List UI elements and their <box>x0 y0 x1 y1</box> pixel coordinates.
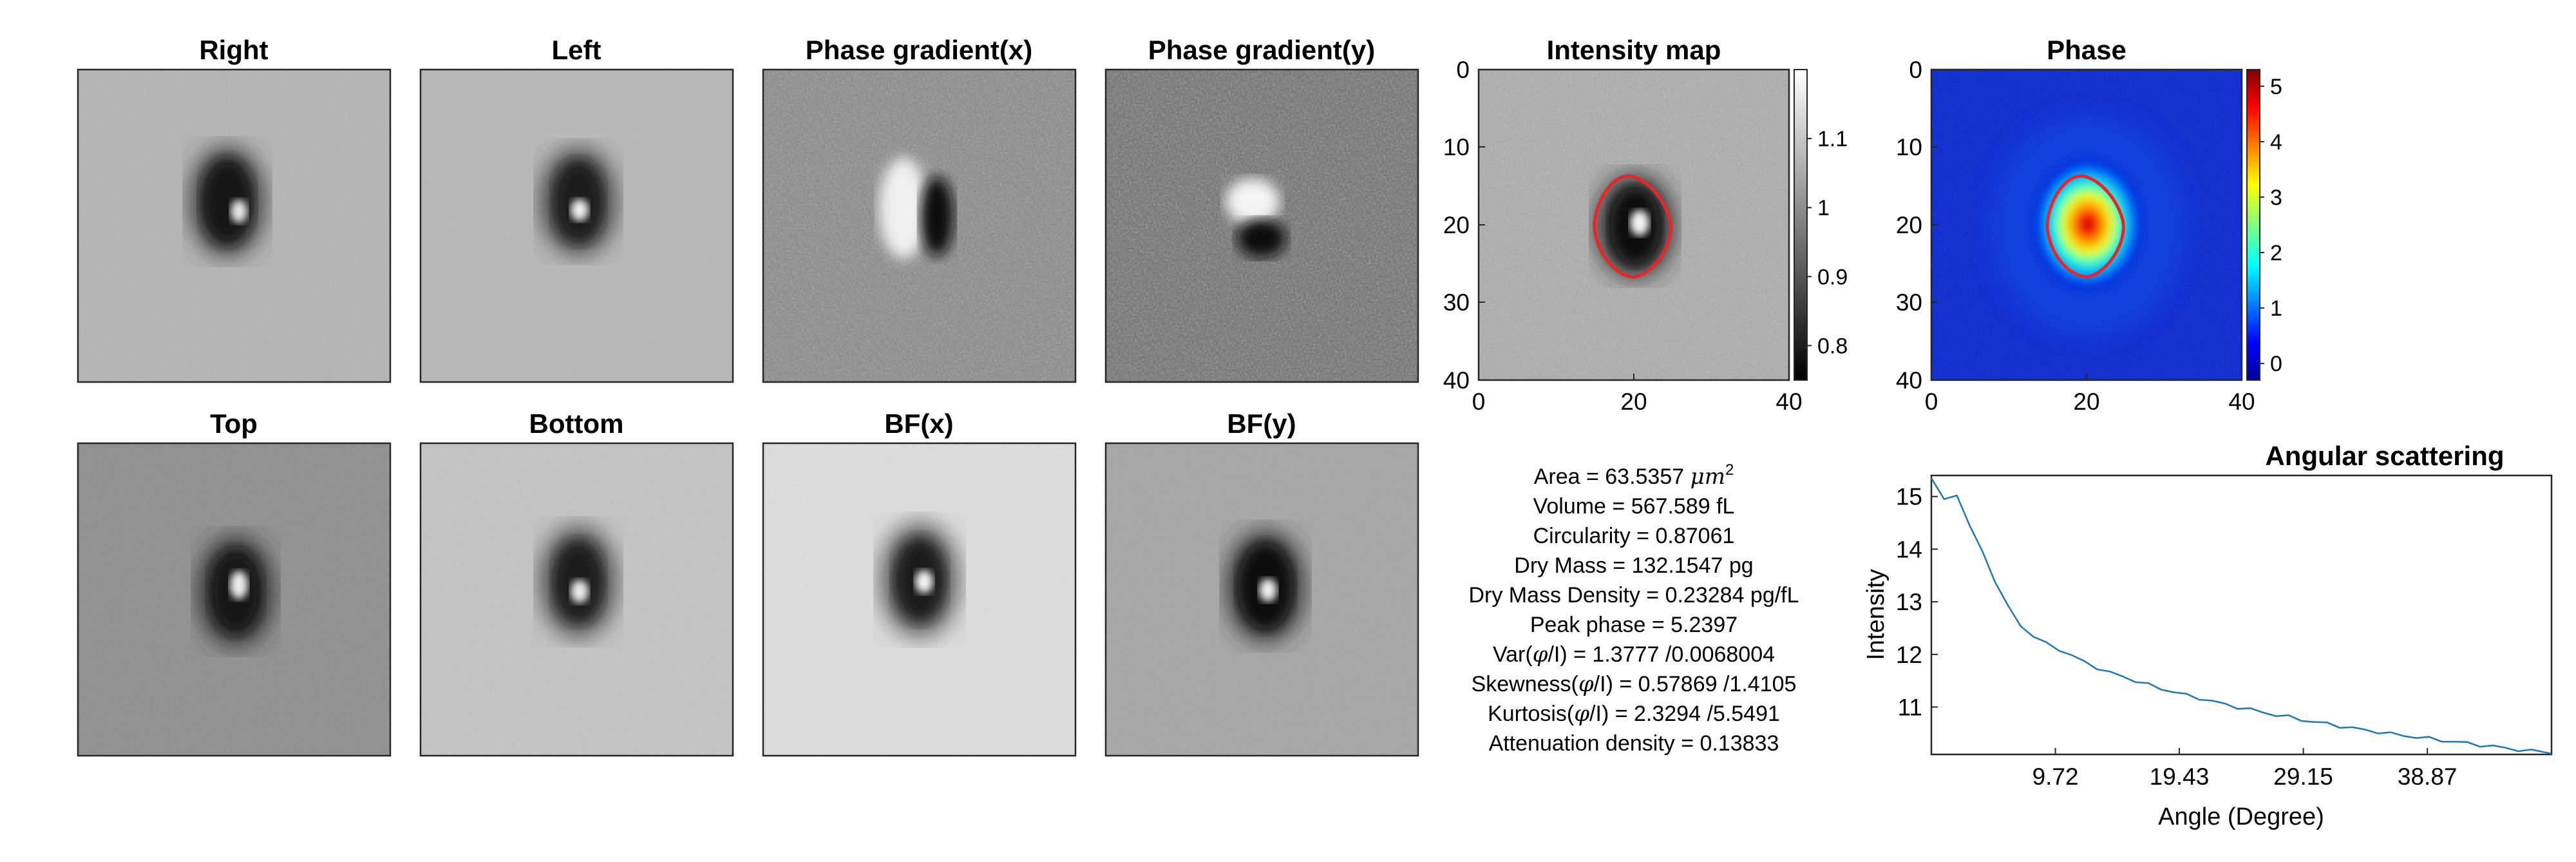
phase-y-tick: 30 <box>1896 289 1922 316</box>
chart-plot-area <box>1930 474 2553 756</box>
phase-map-y-axis: 0 10 20 30 40 <box>1896 57 1938 394</box>
panel-bottom <box>419 442 734 757</box>
stat-peak-phase: Peak phase = 5.2397 <box>1530 613 1738 637</box>
stat-skewness: Skewness(φ/I) = 0.57869 /1.4105 <box>1472 671 1797 697</box>
colorbar-tick-label: 0 <box>2270 352 2282 376</box>
x-tick-label: 38.87 <box>2398 763 2458 790</box>
panel-title-bf-x: BF(x) <box>884 408 953 439</box>
phase-map-image <box>1930 68 2243 381</box>
intensity-x-tick: 20 <box>1620 388 1647 415</box>
stat-volume: Volume = 567.589 fL <box>1533 494 1735 519</box>
stat-var: Var(φ/I) = 1.3777 /0.0068004 <box>1493 642 1775 667</box>
x-tick-label: 29.15 <box>2273 763 2333 790</box>
panel-top <box>77 442 392 757</box>
y-tick-label: 12 <box>1896 642 1922 668</box>
angular-scattering-chart: Angular scattering 9.72 19.43 29.15 38.87 11… <box>1862 441 2553 830</box>
phase-y-tick: 40 <box>1896 367 1922 394</box>
phase-y-tick: 20 <box>1896 212 1922 238</box>
stat-dry-mass: Dry Mass = 132.1547 pg <box>1514 553 1753 578</box>
phase-cell-contour <box>2045 174 2125 279</box>
panel-title-phase-gradient-x: Phase gradient(x) <box>806 35 1032 65</box>
phase-y-tick: 10 <box>1896 134 1922 160</box>
phase-x-tick: 40 <box>2228 388 2255 415</box>
phase-x-tick: 0 <box>1925 388 1938 415</box>
intensity-y-tick: 0 <box>1456 57 1470 83</box>
panel-title-right: Right <box>199 35 268 65</box>
panel-title-phase-gradient-y: Phase gradient(y) <box>1148 35 1375 65</box>
phase-map-x-axis: 0 20 40 <box>1925 374 2255 415</box>
stats-block: Area = 63.5357 μm2 Volume = 567.589 fL C… <box>1468 461 1799 756</box>
x-tick-label: 19.43 <box>2150 763 2210 790</box>
stat-dry-mass-density: Dry Mass Density = 0.23284 pg/fL <box>1468 583 1799 608</box>
stat-circularity: Circularity = 0.87061 <box>1533 524 1735 548</box>
panel-right <box>77 68 392 383</box>
y-tick-label: 15 <box>1896 484 1922 510</box>
intensity-y-tick: 10 <box>1443 134 1470 160</box>
stat-area: Area = 63.5357 μm2 <box>1534 461 1734 490</box>
phase-y-tick: 0 <box>1909 57 1922 83</box>
y-tick-label: 11 <box>1898 694 1922 720</box>
x-tick-label: 9.72 <box>2032 763 2079 790</box>
intensity-map-image <box>1477 68 1790 381</box>
series-line-intensity <box>1930 477 2552 755</box>
colorbar-tick-label: 3 <box>2270 186 2282 210</box>
panel-phase-gradient-y <box>1104 68 1419 383</box>
chart-y-label: Intensity <box>1862 569 1889 660</box>
phase-colorbar: 5 4 3 2 1 0 <box>2246 69 2282 381</box>
y-tick-label: 13 <box>1896 589 1922 615</box>
intensity-map-y-axis: 0 10 20 30 40 <box>1443 57 1485 394</box>
chart-axes: 9.72 19.43 29.15 38.87 11 12 13 14 15 <box>1896 484 2458 790</box>
chart-title: Angular scattering <box>2265 441 2504 471</box>
panel-bf-y <box>1104 442 1419 757</box>
intensity-colorbar: 1.1 1 0.9 0.8 <box>1794 69 1848 381</box>
panel-bf-x <box>762 442 1077 757</box>
intensity-y-tick: 40 <box>1443 367 1470 394</box>
colorbar-tick-label: 0.9 <box>1817 265 1848 289</box>
stat-attenuation-density: Attenuation density = 0.13833 <box>1489 731 1779 756</box>
intensity-x-tick: 40 <box>1776 388 1802 415</box>
intensity-cell-contour <box>1593 174 1672 279</box>
panel-title-bottom: Bottom <box>529 408 624 439</box>
colorbar-tick-label: 2 <box>2270 241 2282 265</box>
y-tick-label: 14 <box>1896 536 1922 562</box>
panel-phase-gradient-x <box>762 68 1077 383</box>
panel-left <box>419 68 734 383</box>
chart-x-label: Angle (Degree) <box>2158 803 2324 830</box>
phase-map-title: Phase <box>2047 35 2126 65</box>
intensity-x-tick: 0 <box>1472 388 1486 415</box>
panel-title-top: Top <box>210 408 258 439</box>
intensity-map-title: Intensity map <box>1547 35 1721 65</box>
colorbar-tick-label: 5 <box>2270 75 2282 99</box>
panel-title-left: Left <box>552 35 601 65</box>
colorbar-tick-label: 1 <box>1817 196 1830 220</box>
phase-x-tick: 20 <box>2073 388 2099 415</box>
colorbar-tick-label: 1 <box>2270 296 2282 321</box>
stat-kurtosis: Kurtosis(φ/I) = 2.3294 /5.5491 <box>1488 701 1780 727</box>
panel-title-bf-y: BF(y) <box>1227 408 1296 439</box>
colorbar-tick-label: 4 <box>2270 130 2282 155</box>
colorbar-tick-label: 0.8 <box>1817 334 1848 358</box>
intensity-y-tick: 30 <box>1443 289 1470 316</box>
colorbar-tick-label: 1.1 <box>1817 127 1848 151</box>
intensity-map-x-axis: 0 20 40 <box>1472 374 1803 415</box>
intensity-y-tick: 20 <box>1443 212 1470 238</box>
